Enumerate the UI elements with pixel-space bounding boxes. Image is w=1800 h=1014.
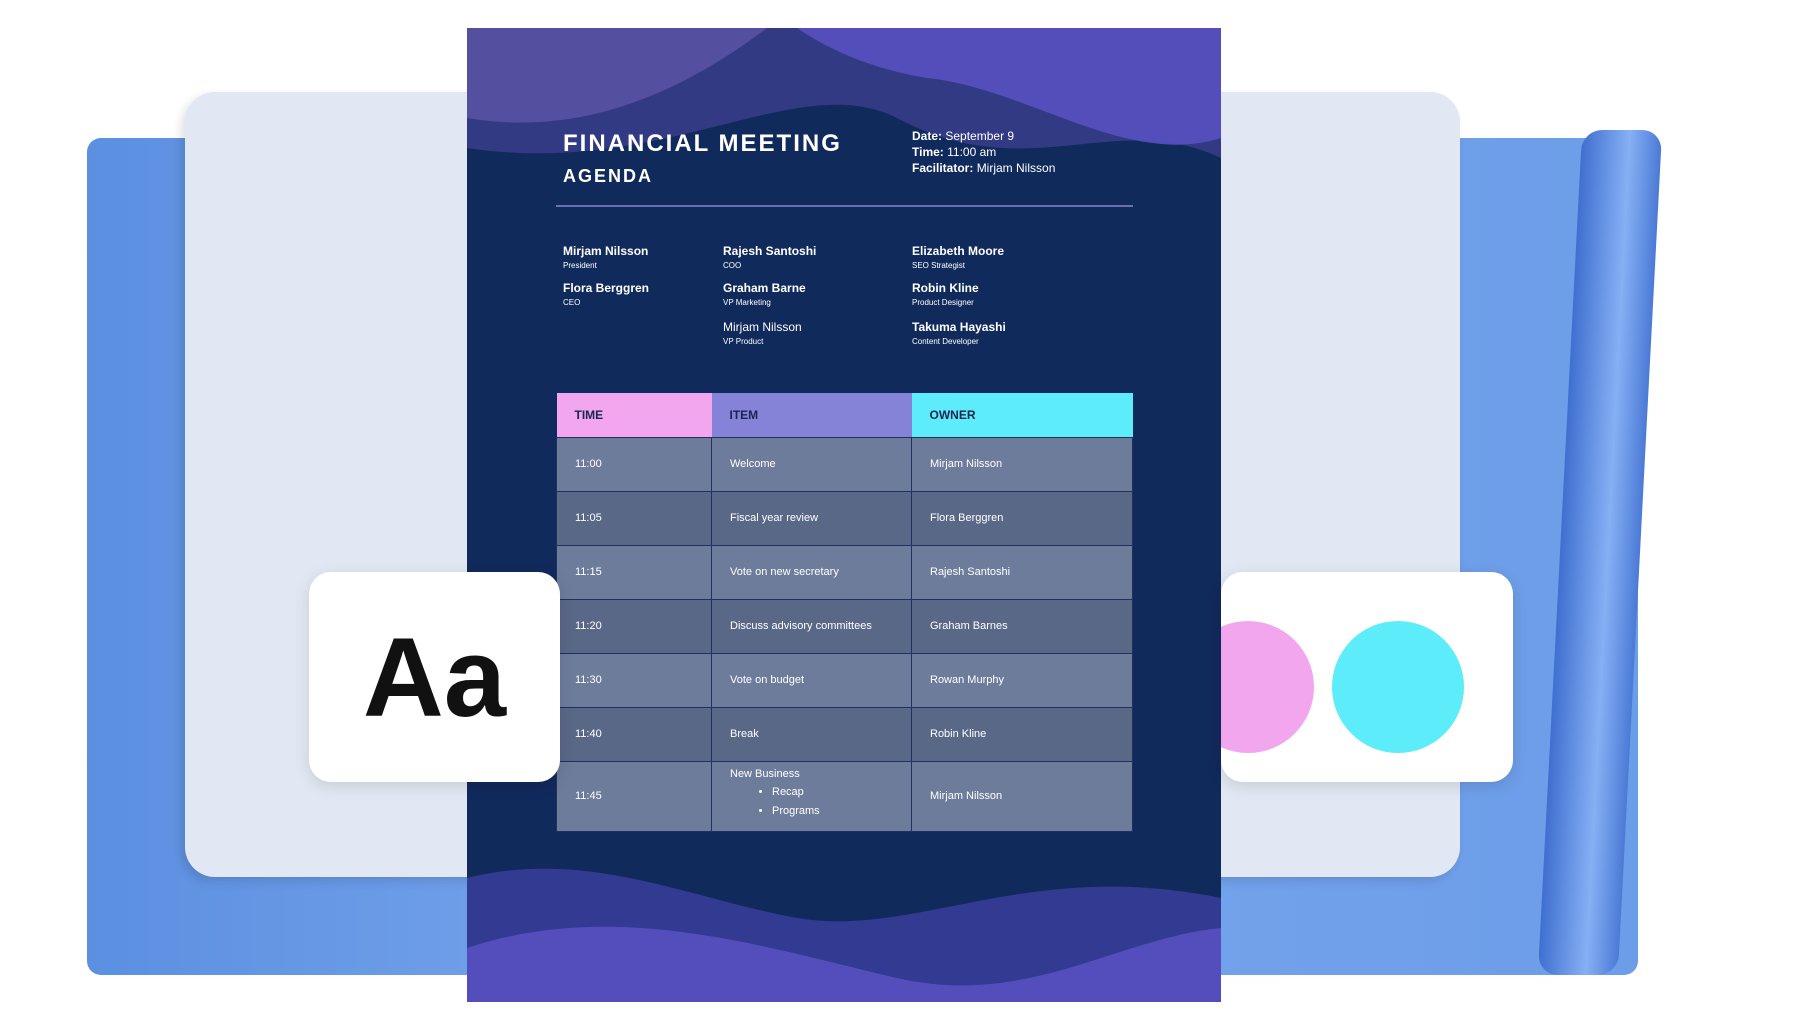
divider xyxy=(556,205,1133,207)
subitem: Programs xyxy=(772,805,911,817)
bottom-wave-decoration xyxy=(467,868,1221,1002)
attendee: Takuma Hayashi Content Developer xyxy=(912,320,1006,346)
attendee: Flora Berggren CEO xyxy=(563,281,650,307)
info-facilitator: Facilitator: Mirjam Nilsson xyxy=(912,161,1056,175)
document-title-block: FINANCIAL MEETING AGENDA xyxy=(563,130,842,187)
table-row: 11:20 Discuss advisory committees Graham B… xyxy=(556,598,1133,654)
attendee: Mirjam Nilsson VP Product xyxy=(723,320,802,346)
top-wave-decoration xyxy=(467,28,1221,158)
color-card[interactable] xyxy=(1221,572,1513,782)
attendee: Elizabeth Moore SEO Strategist xyxy=(912,244,1005,270)
document-subtitle: AGENDA xyxy=(563,166,654,186)
table-row: 11:45 New BusinessRecapPrograms Mirjam N… xyxy=(556,760,1133,832)
font-sample: Aa xyxy=(362,614,507,740)
attendee: Graham Barne VP Marketing xyxy=(723,281,806,307)
header-time: TIME xyxy=(556,393,712,437)
agenda-table: TIME ITEM OWNER 11:00 Welcome Mirjam Nilss… xyxy=(556,393,1133,832)
info-date: Date: September 9 xyxy=(912,129,1015,143)
table-row: 11:15 Vote on new secretary Rajesh Santosh… xyxy=(556,544,1133,600)
attendee: Mirjam Nilsson President xyxy=(563,244,649,270)
header-item: ITEM xyxy=(711,393,912,437)
font-card[interactable]: Aa xyxy=(309,572,560,782)
table-row: 11:00 Welcome Mirjam Nilsson xyxy=(556,436,1133,492)
document-title: FINANCIAL MEETING xyxy=(563,130,842,157)
table-row: 11:30 Vote on budget Rowan Murphy xyxy=(556,652,1133,708)
agenda-document: FINANCIAL MEETING AGENDA Date: September… xyxy=(467,28,1221,1002)
subitem: Recap xyxy=(772,786,911,798)
pink-swatch[interactable] xyxy=(1221,621,1314,753)
table-row: 11:40 Break Robin Kline xyxy=(556,706,1133,762)
meeting-info: Date: September 9 Time: 11:00 am Facilit… xyxy=(912,128,1055,176)
attendee: Rajesh Santoshi COO xyxy=(723,244,817,270)
header-owner: OWNER xyxy=(911,393,1133,437)
attendee: Robin Kline Product Designer xyxy=(912,281,979,307)
info-time: Time: 11:00 am xyxy=(912,145,997,159)
cyan-swatch[interactable] xyxy=(1332,621,1464,753)
table-row: 11:05 Fiscal year review Flora Berggren xyxy=(556,490,1133,546)
